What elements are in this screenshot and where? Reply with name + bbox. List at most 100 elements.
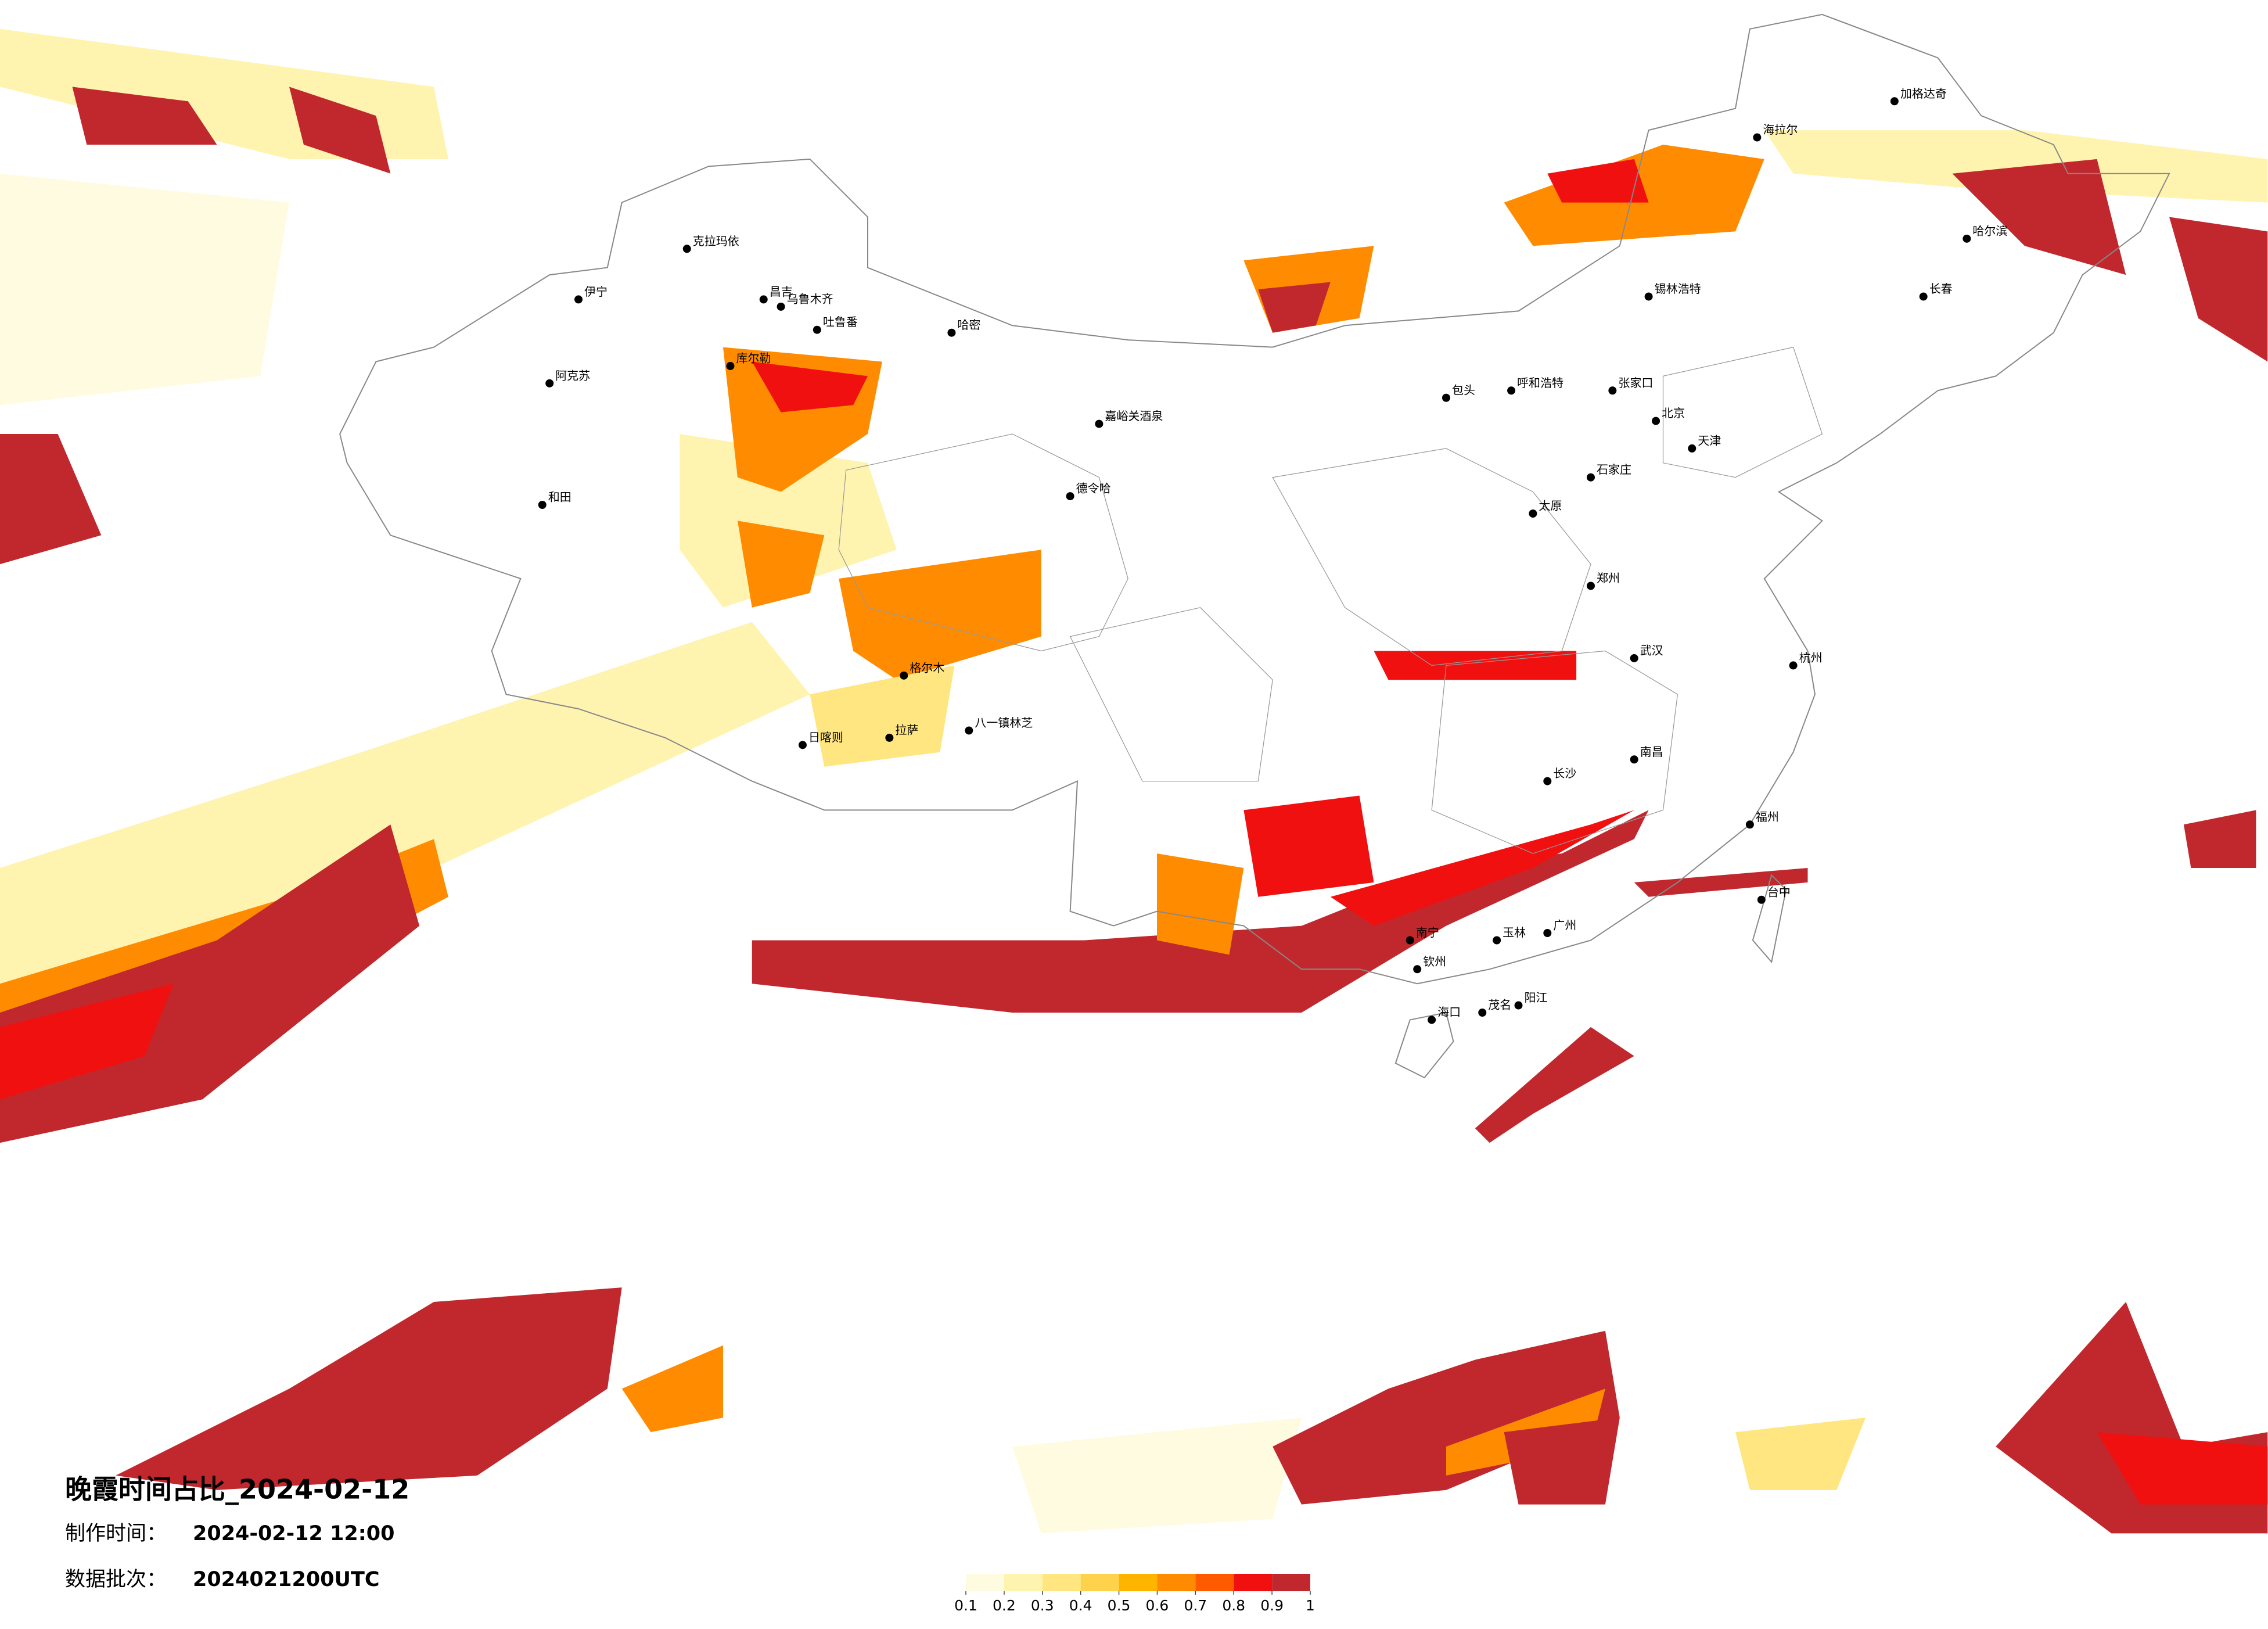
city-dot (574, 295, 583, 304)
city-label: 库尔勒 (736, 351, 771, 365)
city-dot (1493, 936, 1501, 945)
legend-swatch (1042, 1574, 1081, 1591)
city-dot (682, 245, 691, 253)
field-blob (1330, 810, 1634, 926)
city-dot (1543, 929, 1552, 938)
city-dot (545, 379, 554, 387)
legend-tick-label: 1 (1306, 1597, 1315, 1614)
legend-swatch (1272, 1574, 1310, 1591)
legend-swatch (966, 1574, 1004, 1591)
field-blob (1504, 1418, 1620, 1505)
legend-tick-label: 0.9 (1260, 1597, 1284, 1614)
city-label: 海口 (1437, 1005, 1461, 1019)
field-blob (1475, 1027, 1634, 1143)
city-dot (1753, 133, 1762, 142)
city-dot (1963, 234, 1971, 243)
city-dot (1757, 895, 1766, 904)
city-label: 海拉尔 (1763, 123, 1798, 137)
city-label: 张家口 (1618, 376, 1653, 390)
city-label: 格尔木 (910, 661, 944, 674)
field-blob (1547, 159, 1649, 203)
field-blob (1764, 130, 2268, 203)
city-label: 日喀则 (808, 730, 843, 744)
city-label: 加格达奇 (1900, 87, 1947, 101)
field-blob (1735, 1418, 1866, 1490)
data-batch: 2024021200UTC (193, 1568, 380, 1591)
field-blob (1258, 282, 1331, 333)
city-dot (1608, 386, 1617, 395)
legend-swatch (1157, 1574, 1196, 1591)
production-time: 2024-02-12 12:00 (193, 1522, 394, 1545)
field-blob (72, 87, 217, 145)
city-label: 阳江 (1525, 991, 1548, 1004)
city-dot (1587, 582, 1595, 590)
city-label: 北京 (1662, 406, 1685, 420)
city-label: 德令哈 (1076, 482, 1111, 496)
city-dot (965, 726, 973, 735)
province-borders (838, 346, 1823, 854)
field-blob (737, 521, 825, 608)
city-dot (1919, 292, 1928, 301)
legend-tick-label: 0.1 (954, 1597, 977, 1614)
city-label: 郑州 (1597, 571, 1620, 585)
field-blob (839, 550, 1041, 680)
city-label: 杭州 (1799, 651, 1823, 665)
field-layer (0, 28, 2268, 1534)
legend-swatch (1195, 1574, 1234, 1591)
city-label: 茂名 (1488, 998, 1511, 1012)
city-dot (1442, 393, 1450, 402)
legend-tick-label: 0.2 (993, 1597, 1016, 1614)
legend-tick-label: 0.3 (1031, 1597, 1054, 1614)
legend-swatch (1080, 1574, 1119, 1591)
city-label: 锡林浩特 (1655, 282, 1701, 296)
city-dot (1789, 661, 1798, 670)
city-label: 阿克苏 (555, 368, 590, 382)
city-label: 太原 (1539, 498, 1562, 512)
city-label: 石家庄 (1597, 462, 1631, 476)
city-dot (1688, 444, 1696, 453)
city-label: 南宁 (1416, 925, 1439, 939)
legend: 0.1 0.2 0.3 0.4 0.5 0.6 0.7 0.8 0.9 1 (954, 1574, 1315, 1614)
field-blob (116, 1287, 622, 1490)
borders (339, 13, 2170, 1079)
island-border (1394, 1011, 1454, 1079)
city-label: 克拉玛依 (693, 234, 739, 248)
city-dot (1630, 654, 1638, 662)
field-blob (680, 434, 897, 608)
city-label: 广州 (1553, 918, 1576, 932)
city-dot (1529, 509, 1537, 518)
city-dot (1890, 97, 1899, 106)
city-label: 长沙 (1553, 766, 1576, 780)
city-label: 乌鲁木齐 (787, 292, 833, 306)
field-blob (2183, 810, 2256, 868)
city-label: 台中 (1767, 885, 1791, 899)
city-label: 天津 (1698, 433, 1721, 447)
field-blob (810, 665, 955, 767)
city-dot (1745, 820, 1754, 829)
legend-tick-label: 0.6 (1146, 1597, 1169, 1614)
city-dot (1630, 755, 1638, 764)
field-blob (1634, 868, 1808, 897)
city-label: 拉萨 (895, 723, 918, 737)
city-dot (1514, 1001, 1523, 1010)
field-blob (752, 810, 1649, 1013)
city-label: 哈密 (957, 318, 980, 332)
field-blob (1273, 1330, 1620, 1505)
city-dot (1543, 777, 1552, 785)
legend-tick-label: 0.7 (1184, 1597, 1207, 1614)
legend-tick-label: 0.4 (1069, 1597, 1092, 1614)
city-dot (1644, 292, 1653, 301)
field-blob (0, 984, 174, 1100)
city-label: 南昌 (1640, 745, 1663, 759)
city-dot (538, 501, 547, 509)
field-blob (1157, 853, 1244, 955)
field-blob (0, 173, 289, 406)
city-label: 长春 (1929, 282, 1953, 296)
field-blob (0, 434, 102, 565)
country-border (339, 13, 2170, 985)
city-label: 玉林 (1503, 925, 1526, 939)
city-dot (1095, 419, 1104, 428)
